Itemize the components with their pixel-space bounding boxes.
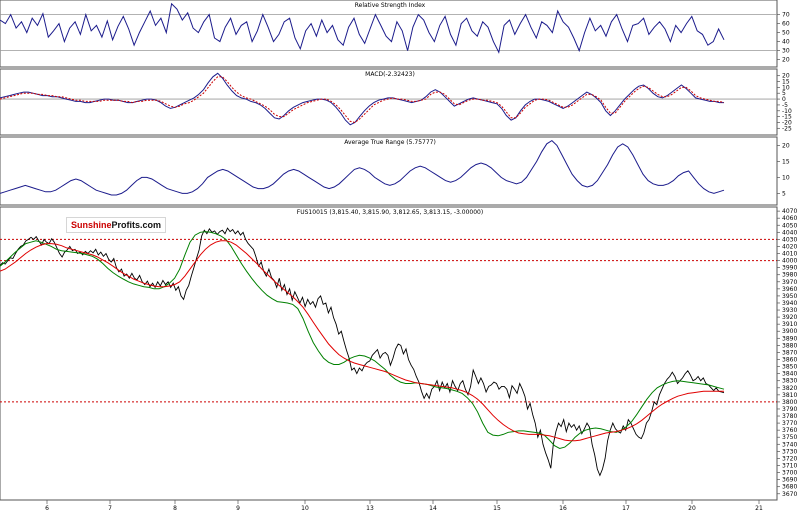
macd-ytick-label: 10: [782, 84, 790, 91]
price-ytick-label: 3970: [782, 279, 797, 286]
price-ytick-label: 3900: [782, 328, 797, 335]
atr-title: Average True Range (5.75777): [344, 139, 436, 146]
atr-ytick-label: 5: [782, 190, 786, 197]
x-tick-label: 16: [559, 505, 567, 512]
logo-sunshine: Sunshine: [71, 220, 112, 230]
price-ytick-label: 3710: [782, 462, 797, 469]
atr-line: [0, 139, 725, 196]
price-ytick-label: 3800: [782, 399, 797, 406]
macd-ytick-label: -15: [782, 114, 792, 121]
price-ytick-label: 3780: [782, 413, 797, 420]
atr-panel: Average True Range (5.75777) 20 15 10 5: [0, 136, 790, 206]
macd-ytick-label: 15: [782, 79, 790, 86]
price-ytick-label: 4000: [782, 258, 797, 265]
rsi-ytick-label: 20: [782, 57, 790, 64]
rsi-ytick-label: 40: [782, 39, 790, 46]
rsi-ytick-label: 50: [782, 30, 790, 37]
price-ytick-label: 3770: [782, 420, 797, 427]
rsi-ytick-label: 30: [782, 48, 790, 55]
price-ytick-label: 3960: [782, 286, 797, 293]
price-ytick-label: 3670: [782, 491, 797, 498]
x-tick-label: 13: [366, 505, 374, 512]
rsi-line: [0, 2, 725, 54]
price-ytick-label: 3680: [782, 484, 797, 491]
rsi-ytick-label: 60: [782, 21, 790, 28]
macd-ytick-label: 5: [782, 90, 786, 97]
price-ytick-label: 3830: [782, 378, 797, 385]
x-tick-label: 9: [236, 505, 240, 512]
price-ytick-label: 3950: [782, 293, 797, 300]
price-ytick-label: 4070: [782, 208, 797, 215]
price-line: [0, 227, 725, 477]
x-tick-label: 6: [45, 505, 49, 512]
price-ytick-label: 4050: [782, 222, 797, 229]
price-ytick-label: 3940: [782, 300, 797, 307]
price-ytick-label: 3860: [782, 357, 797, 364]
macd-ytick-label: 0: [782, 96, 786, 103]
atr-ytick-label: 15: [782, 158, 790, 165]
price-ytick-label: 3720: [782, 455, 797, 462]
macd-ytick-label: 20: [782, 73, 790, 80]
x-tick-label: 7: [108, 505, 112, 512]
price-ytick-label: 4010: [782, 251, 797, 258]
atr-frame: [0, 136, 778, 206]
fast-ma-line: [0, 231, 725, 450]
price-ytick-label: 3730: [782, 448, 797, 455]
price-ytick-label: 3850: [782, 364, 797, 371]
price-ytick-label: 4060: [782, 215, 797, 222]
macd-ytick-label: -10: [782, 108, 792, 115]
sunshine-profits-logo: Sunshine Profits.com: [66, 217, 167, 233]
macd-frame: [0, 68, 778, 136]
price-ytick-label: 3820: [782, 385, 797, 392]
x-tick-label: 14: [429, 505, 437, 512]
price-ytick-label: 3910: [782, 321, 797, 328]
price-ytick-label: 3840: [782, 371, 797, 378]
x-tick-label: 15: [493, 505, 501, 512]
slow-ma-line: [0, 240, 724, 442]
x-tick-label: 20: [688, 505, 696, 512]
x-tick-label: 10: [301, 505, 309, 512]
rsi-frame: [0, 0, 778, 68]
price-ytick-label: 4020: [782, 243, 797, 250]
x-tick-label: 8: [173, 505, 177, 512]
macd-ytick-label: -20: [782, 119, 792, 126]
price-ytick-label: 4040: [782, 229, 797, 236]
logo-profits: Profits.com: [111, 220, 162, 230]
price-ytick-label: 3810: [782, 392, 797, 399]
price-ytick-label: 3890: [782, 335, 797, 342]
x-tick-label: 17: [622, 505, 630, 512]
price-ytick-label: 3870: [782, 349, 797, 356]
price-panel: FUS10015 (3,815.40, 3,815.90, 3,812.65, …: [0, 206, 797, 501]
macd-signal-line: [0, 76, 725, 124]
macd-ytick-label: -25: [782, 125, 792, 132]
price-ytick-label: 3980: [782, 272, 797, 279]
price-ytick-label: 3690: [782, 477, 797, 484]
macd-title: MACD(-2.32423): [365, 71, 415, 78]
price-ytick-label: 3880: [782, 342, 797, 349]
atr-ytick-label: 10: [782, 174, 790, 181]
price-title: FUS10015 (3,815.40, 3,815.90, 3,812.65, …: [297, 209, 483, 216]
price-ytick-label: 3750: [782, 434, 797, 441]
price-frame: [0, 206, 778, 501]
price-ytick-label: 3760: [782, 427, 797, 434]
price-ytick-label: 3990: [782, 265, 797, 272]
macd-ytick-label: -5: [782, 102, 788, 109]
rsi-title: Relative Strength Index: [355, 2, 426, 9]
rsi-panel: Relative Strength Index 70 60 50 40 30 20: [0, 0, 790, 68]
rsi-ytick-label: 70: [782, 12, 790, 19]
price-ytick-label: 3700: [782, 470, 797, 477]
price-ytick-label: 3920: [782, 314, 797, 321]
atr-ytick-label: 20: [782, 142, 790, 149]
price-ytick-label: 3740: [782, 441, 797, 448]
price-ytick-label: 4030: [782, 236, 797, 243]
x-tick-label: 21: [755, 505, 763, 512]
price-ytick-label: 3790: [782, 406, 797, 413]
price-ytick-label: 3930: [782, 307, 797, 314]
